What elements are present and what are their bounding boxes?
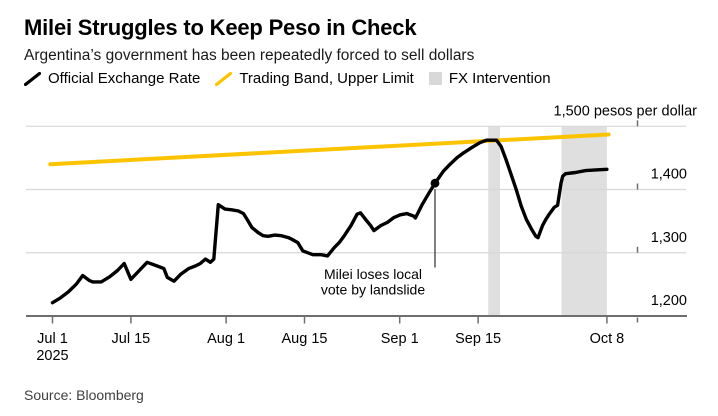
black-line-swatch-icon [24, 71, 41, 86]
legend-label: Official Exchange Rate [48, 70, 201, 87]
x-axis-year-label: 2025 [36, 348, 68, 364]
x-axis-label: Oct 8 [590, 331, 625, 347]
x-axis-label: Sep 15 [455, 331, 501, 347]
yellow-line-swatch-icon [215, 71, 233, 86]
legend-label: FX Intervention [448, 70, 551, 87]
chart-subtitle: Argentina’s government has been repeated… [24, 47, 475, 64]
legend-label: Trading Band, Upper Limit [239, 70, 414, 87]
official-rate-line [50, 138, 609, 305]
chart-title: Milei Struggles to Keep Peso in Check [24, 15, 417, 40]
legend-item-official-rate: Official Exchange Rate [24, 70, 200, 87]
legend-item-trading-band: Trading Band, Upper Limit [215, 70, 414, 87]
x-axis-label: Aug 15 [282, 331, 328, 347]
fx-intervention-band [488, 126, 500, 316]
y-axis-label: 1,200 [651, 293, 687, 309]
x-axis-label: Jul 15 [112, 331, 151, 347]
y-axis-label: 1,500 pesos per dollar [554, 103, 698, 119]
chart-legend: Official Exchange Rate Trading Band, Upp… [24, 70, 551, 87]
fx-intervention-band [561, 126, 607, 316]
gray-box-swatch-icon [428, 72, 442, 85]
event-marker-dot [430, 178, 440, 188]
x-axis-label: Sep 1 [381, 331, 419, 347]
y-axis-label: 1,400 [651, 167, 687, 183]
annotation-text: vote by landslide [321, 282, 426, 298]
trading-band-line [48, 132, 611, 167]
source-note: Source: Bloomberg [24, 387, 144, 403]
x-axis-label: Jul 1 [37, 331, 68, 347]
y-axis-label: 1,300 [651, 230, 687, 246]
legend-item-fx-intervention: FX Intervention [428, 70, 551, 87]
annotation-text: Milei loses local [324, 266, 422, 282]
x-axis-label: Aug 1 [207, 331, 245, 347]
